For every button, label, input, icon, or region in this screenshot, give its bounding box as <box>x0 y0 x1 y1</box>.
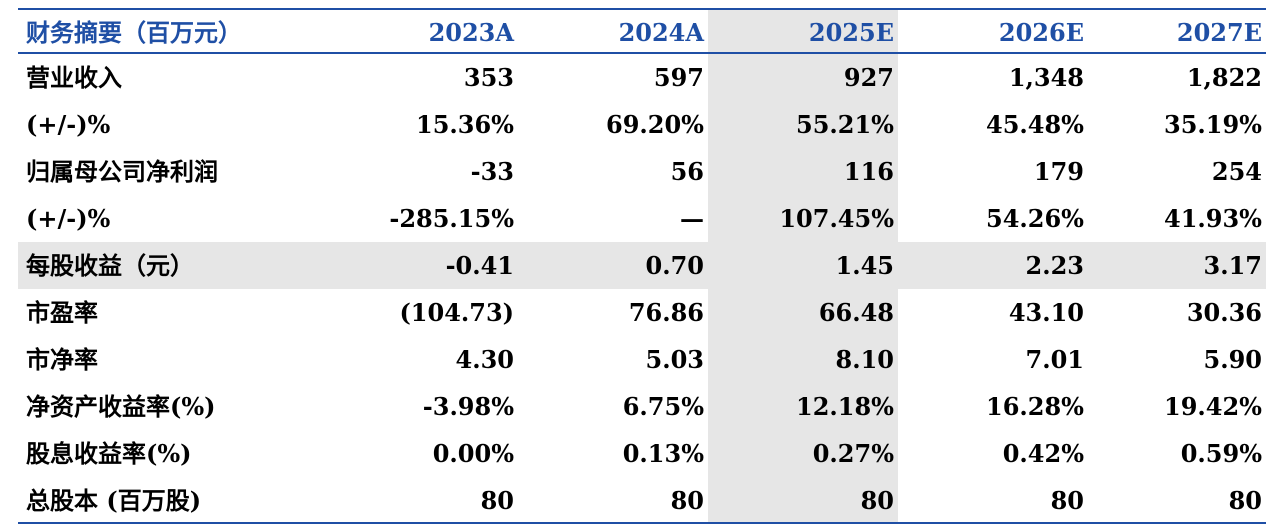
value-cell: 80 <box>898 477 1088 524</box>
value-cell: 4.30 <box>455 345 514 374</box>
value-cell: 116 <box>708 148 898 195</box>
value-cell: 80 <box>1088 477 1266 524</box>
row-label: 每股收益（元） <box>18 242 338 289</box>
financial-summary-table: 财务摘要（百万元） 2023A 2024A 2025E 2026E 2027E … <box>18 8 1266 524</box>
value-cell: 0.59% <box>1180 439 1262 468</box>
value-cell: 12.18% <box>708 383 898 430</box>
value-cell: 80 <box>708 477 898 524</box>
value-cell: 5.03 <box>645 345 704 374</box>
value-cell: 0.00% <box>432 439 514 468</box>
value-cell: 56 <box>670 157 704 186</box>
value-cell: -285.15% <box>389 204 514 233</box>
header-cell-2027e: 2027E <box>1088 8 1266 54</box>
row-label: 净资产收益率(%) <box>26 392 216 421</box>
value-cell: 16.28% <box>986 392 1084 421</box>
value-cell: (104.73) <box>399 298 514 327</box>
header-cell-2023a: 2023A <box>338 8 518 54</box>
row-label: 股息收益率(%) <box>26 439 192 468</box>
row-label: 市盈率 <box>26 298 98 327</box>
value-cell: 69.20% <box>606 110 704 139</box>
row-label: (+/-)% <box>26 110 111 139</box>
row-label: (+/-)% <box>26 204 111 233</box>
value-cell: 19.42% <box>1164 392 1262 421</box>
header-cell-2025e: 2025E <box>708 8 898 54</box>
value-cell: 7.01 <box>1025 345 1084 374</box>
value-cell: 54.26% <box>986 204 1084 233</box>
value-cell: 107.45% <box>708 195 898 242</box>
value-cell: 30.36 <box>1186 298 1262 327</box>
value-cell: 35.19% <box>1164 110 1262 139</box>
value-cell: -3.98% <box>422 392 514 421</box>
value-cell: 41.93% <box>1164 204 1262 233</box>
table-grid: 财务摘要（百万元） 2023A 2024A 2025E 2026E 2027E … <box>18 8 1266 524</box>
value-cell: 353 <box>463 63 514 92</box>
value-cell: 8.10 <box>708 336 898 383</box>
value-cell: 0.27% <box>708 430 898 477</box>
value-cell: 55.21% <box>708 101 898 148</box>
value-cell: 0.70 <box>518 242 708 289</box>
value-cell: 597 <box>653 63 704 92</box>
header-cell-2024a: 2024A <box>518 8 708 54</box>
value-cell: 2.23 <box>898 242 1088 289</box>
row-label: 市净率 <box>26 345 98 374</box>
value-cell: -0.41 <box>338 242 518 289</box>
value-cell: 0.42% <box>1002 439 1084 468</box>
value-cell: 1,822 <box>1186 63 1262 92</box>
value-cell: 5.90 <box>1203 345 1262 374</box>
value-cell: 1,348 <box>1008 63 1084 92</box>
value-cell: 1.45 <box>708 242 898 289</box>
value-cell: 179 <box>1033 157 1084 186</box>
header-cell-title: 财务摘要（百万元） <box>18 8 338 54</box>
header-cell-2026e: 2026E <box>898 8 1088 54</box>
row-label: 总股本 (百万股) <box>18 477 338 524</box>
value-cell: 3.17 <box>1088 242 1266 289</box>
value-cell: 45.48% <box>986 110 1084 139</box>
value-cell: 254 <box>1211 157 1262 186</box>
row-label: 归属母公司净利润 <box>26 157 218 186</box>
value-cell: 6.75% <box>622 392 704 421</box>
value-cell: 927 <box>708 54 898 101</box>
value-cell: 15.36% <box>416 110 514 139</box>
value-cell: 66.48 <box>708 289 898 336</box>
value-cell: — <box>680 204 704 233</box>
value-cell: 0.13% <box>622 439 704 468</box>
value-cell: 80 <box>518 477 708 524</box>
row-label: 营业收入 <box>26 63 122 92</box>
value-cell: 80 <box>338 477 518 524</box>
value-cell: 43.10 <box>1008 298 1084 327</box>
value-cell: -33 <box>470 157 514 186</box>
value-cell: 76.86 <box>628 298 704 327</box>
